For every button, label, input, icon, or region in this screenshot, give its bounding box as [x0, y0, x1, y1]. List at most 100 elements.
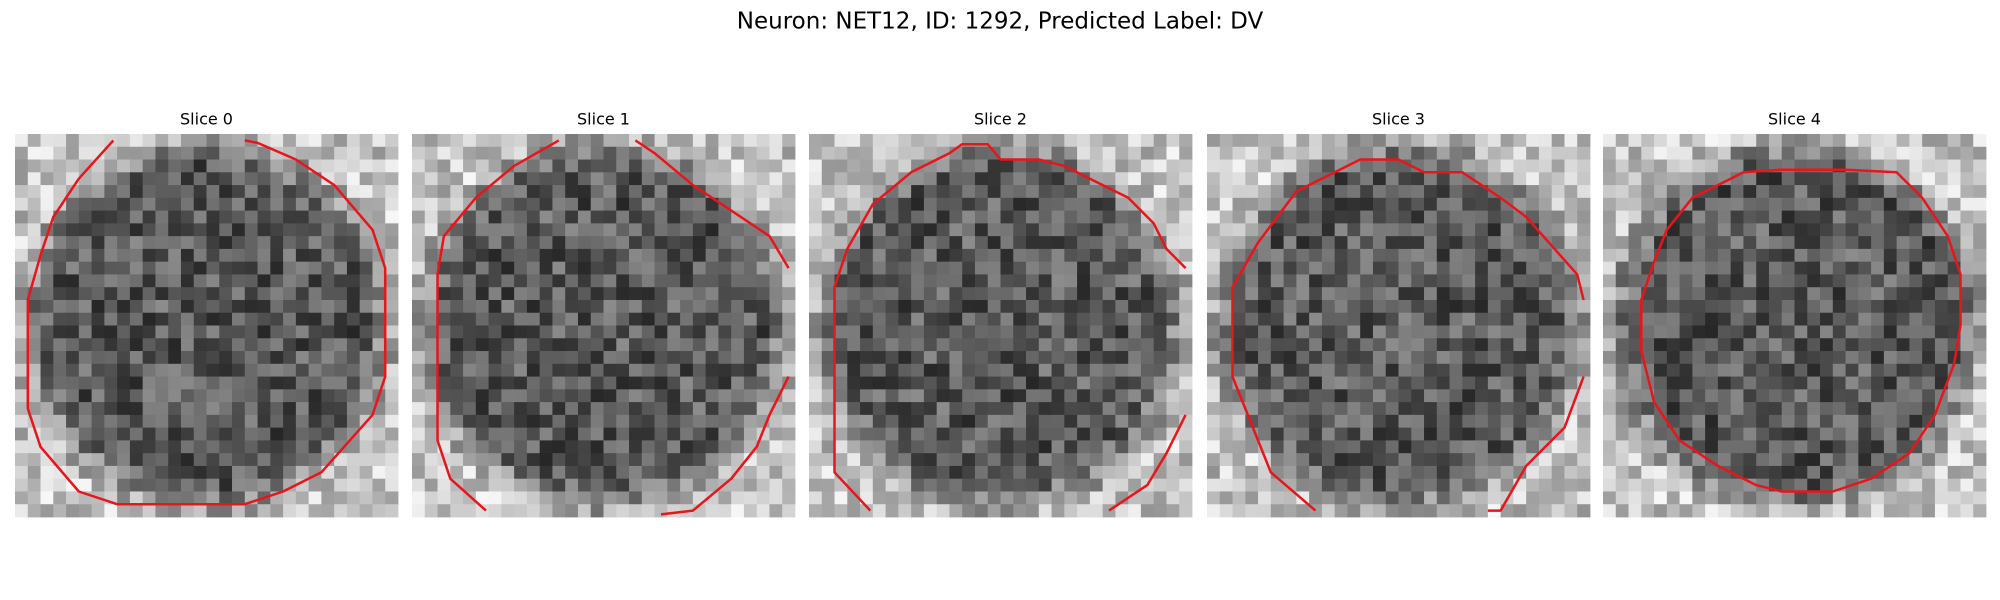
- pixel: [117, 210, 131, 224]
- pixel: [1219, 376, 1233, 390]
- pixel: [1603, 287, 1617, 301]
- pixel: [53, 134, 67, 148]
- pixel: [1628, 185, 1642, 199]
- pixel: [1577, 146, 1591, 160]
- pixel: [860, 274, 874, 288]
- pixel: [1615, 351, 1629, 365]
- pixel: [1140, 453, 1155, 467]
- pixel: [1000, 504, 1014, 518]
- pixel: [27, 440, 41, 454]
- pixel: [1360, 363, 1374, 377]
- pixel: [514, 338, 528, 352]
- pixel: [257, 414, 271, 429]
- pixel: [526, 223, 541, 237]
- pixel: [1270, 491, 1284, 505]
- pixel: [1347, 465, 1361, 480]
- pixel: [40, 299, 54, 314]
- pixel: [1115, 389, 1129, 403]
- pixel: [847, 299, 861, 314]
- pixel: [590, 210, 604, 224]
- pixel: [962, 146, 976, 160]
- pixel: [488, 185, 502, 199]
- pixel: [1679, 236, 1693, 250]
- pixel: [1296, 172, 1310, 186]
- pixel: [1436, 491, 1450, 505]
- pixel: [1424, 504, 1438, 518]
- pixel: [308, 248, 322, 263]
- pixel: [1347, 414, 1361, 429]
- pixel: [1000, 287, 1014, 301]
- pixel: [321, 427, 335, 441]
- pixel: [1321, 338, 1336, 352]
- pixel: [129, 146, 144, 160]
- pixel: [180, 440, 195, 454]
- pixel: [1845, 414, 1859, 429]
- pixel: [219, 491, 233, 505]
- pixel: [155, 172, 169, 186]
- pixel: [1051, 261, 1065, 275]
- pixel: [680, 223, 694, 237]
- pixel: [782, 338, 796, 352]
- pixel: [1564, 248, 1578, 263]
- pixel: [1013, 478, 1027, 492]
- pixel: [1424, 351, 1438, 365]
- pixel: [91, 453, 105, 467]
- pixel: [232, 210, 246, 224]
- pixel: [412, 414, 426, 429]
- pixel: [1743, 197, 1757, 211]
- pixel: [616, 402, 630, 416]
- pixel: [1309, 134, 1323, 148]
- pixel: [283, 402, 297, 416]
- pixel: [705, 159, 719, 173]
- pixel: [1026, 223, 1040, 237]
- pixel: [117, 248, 131, 263]
- pixel: [616, 146, 630, 160]
- pixel: [1270, 274, 1284, 288]
- pixel: [104, 134, 118, 148]
- pixel: [450, 248, 464, 263]
- pixel: [1102, 223, 1116, 237]
- pixel: [1128, 261, 1142, 275]
- pixel: [1360, 197, 1374, 211]
- pixel: [1743, 159, 1757, 173]
- pixel: [1730, 261, 1744, 275]
- pixel: [962, 274, 976, 288]
- pixel: [1487, 223, 1502, 237]
- pixel: [1166, 185, 1180, 199]
- pixel: [206, 185, 220, 199]
- pixel: [117, 351, 131, 365]
- pixel: [66, 274, 80, 288]
- pixel: [809, 248, 823, 263]
- pixel: [1679, 427, 1693, 441]
- pixel: [1258, 261, 1272, 275]
- pixel: [257, 287, 271, 301]
- pixel: [1666, 325, 1680, 339]
- pixel: [1449, 363, 1463, 377]
- pixel: [66, 287, 80, 301]
- pixel: [1283, 146, 1297, 160]
- pixel: [514, 440, 528, 454]
- pixel: [437, 351, 451, 365]
- pixel: [1360, 465, 1374, 480]
- pixel: [1296, 299, 1310, 314]
- pixel: [1245, 261, 1259, 275]
- pixel: [270, 159, 284, 173]
- pixel: [1487, 491, 1502, 505]
- pixel: [1140, 376, 1155, 390]
- pixel: [1922, 248, 1936, 263]
- pixel: [424, 146, 438, 160]
- pixel: [1500, 172, 1514, 186]
- pixel: [1794, 287, 1808, 301]
- pixel: [1641, 299, 1655, 314]
- pixel: [1475, 363, 1489, 377]
- pixel: [1051, 478, 1065, 492]
- pixel: [1140, 414, 1155, 429]
- pixel: [424, 185, 438, 199]
- pixel: [1411, 134, 1425, 148]
- pixel: [1207, 223, 1221, 237]
- pixel: [1385, 504, 1399, 518]
- pixel: [834, 185, 848, 199]
- pixel: [295, 312, 310, 326]
- pixel: [104, 261, 118, 275]
- pixel: [1781, 453, 1795, 467]
